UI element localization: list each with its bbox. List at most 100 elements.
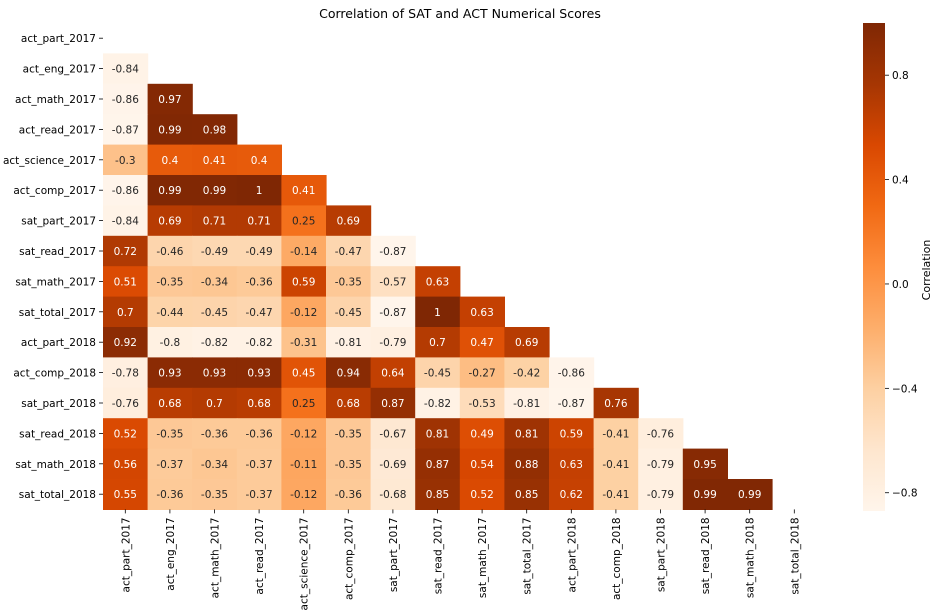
heatmap-cell-sat_read_2017-act_part_2017 (103, 235, 149, 267)
y-tick-label: act_part_2017 (21, 33, 96, 45)
heatmap-cell-sat_total_2018-sat_math_2017 (459, 479, 505, 510)
cell-value-label: 0.87 (426, 459, 449, 471)
heatmap-cell-sat_math_2018-sat_math_2017 (459, 448, 505, 480)
cell-value-label: 0.45 (292, 368, 315, 380)
cell-value-label: -0.47 (246, 307, 273, 319)
heatmap-cell-sat_math_2018-sat_read_2018 (682, 448, 728, 480)
heatmap-cell-act_comp_2017-act_eng_2017 (147, 175, 193, 206)
cell-value-label: -0.82 (424, 398, 451, 410)
heatmap-cell-sat_math_2017-act_eng_2017 (147, 266, 193, 298)
cell-value-label: 0.56 (114, 459, 138, 471)
cell-value-label: -0.34 (201, 459, 228, 471)
cell-value-label: 0.94 (337, 368, 361, 380)
heatmap-cell-act_comp_2018-act_eng_2017 (147, 357, 193, 389)
heatmap-cell-sat_part_2018-act_math_2017 (192, 387, 238, 419)
cell-value-label: -0.36 (246, 276, 273, 288)
heatmap-cell-sat_total_2018-sat_total_2017 (504, 479, 550, 510)
y-tick-label: act_science_2017 (3, 155, 96, 167)
y-tick-label: sat_math_2017 (15, 276, 96, 288)
heatmap-cell-sat_total_2017-act_eng_2017 (147, 296, 193, 328)
cell-value-label: 1 (256, 185, 263, 197)
heatmap-cell-sat_part_2017-act_part_2017 (103, 205, 149, 237)
y-tick-label: act_comp_2017 (13, 185, 96, 197)
cell-value-label: 0.93 (203, 368, 226, 380)
cell-value-label: 0.99 (158, 124, 181, 136)
y-tick-label: sat_part_2018 (21, 398, 96, 410)
x-tick-label: act_part_2018 (566, 517, 578, 592)
y-tick-label: sat_read_2017 (19, 246, 96, 258)
x-tick-label: sat_total_2017 (522, 517, 534, 594)
cell-value-label: 0.95 (693, 459, 716, 471)
heatmap-cell-sat_math_2018-act_eng_2017 (147, 448, 193, 480)
heatmap-cell-sat_part_2018-act_eng_2017 (147, 387, 193, 419)
heatmap-cell-sat_math_2017-act_read_2017 (236, 266, 282, 298)
colorbar-tick-label: 0.8 (892, 70, 909, 82)
cell-value-label: 0.99 (158, 185, 181, 197)
heatmap-cell-sat_total_2017-act_science_2017 (281, 296, 327, 328)
heatmap-cell-act_read_2017-act_math_2017 (192, 114, 238, 146)
cell-value-label: -0.41 (602, 459, 629, 471)
cell-value-label: 0.41 (292, 185, 315, 197)
heatmap-cell-sat_total_2017-sat_math_2017 (459, 296, 505, 328)
heatmap-cell-sat_read_2018-sat_part_2017 (370, 418, 416, 450)
heatmap-cell-sat_math_2017-act_science_2017 (281, 266, 327, 298)
heatmap-cell-sat_part_2018-act_read_2017 (236, 387, 282, 419)
heatmap-cell-sat_total_2017-act_read_2017 (236, 296, 282, 328)
cell-value-label: -0.87 (379, 307, 406, 319)
cell-value-label: 0.92 (114, 337, 137, 349)
cell-value-label: -0.36 (201, 428, 228, 440)
heatmap-cell-sat_total_2018-act_comp_2018 (593, 479, 639, 510)
cell-value-label: 0.52 (114, 428, 137, 440)
heatmap-cell-sat_total_2018-act_math_2017 (192, 479, 238, 510)
heatmap-cell-act_comp_2018-act_part_2018 (549, 357, 595, 389)
cell-value-label: -0.41 (602, 428, 629, 440)
heatmap-cell-act_part_2018-act_math_2017 (192, 327, 238, 358)
heatmap-cell-sat_part_2018-sat_part_2017 (370, 387, 416, 419)
cell-value-label: -0.67 (379, 428, 406, 440)
heatmap-cell-sat_read_2018-act_math_2017 (192, 418, 238, 450)
x-tick-label: sat_read_2017 (433, 517, 445, 594)
cell-value-label: -0.35 (335, 276, 362, 288)
cell-value-label: 0.71 (247, 216, 270, 228)
heatmap-cell-sat_read_2018-act_comp_2018 (593, 418, 639, 450)
y-tick-label: sat_total_2018 (19, 489, 96, 501)
cell-value-label: -0.27 (469, 368, 496, 380)
heatmap-cell-act_comp_2017-act_read_2017 (236, 175, 282, 206)
cell-value-label: 0.62 (560, 489, 583, 501)
cell-value-label: 0.41 (203, 155, 226, 167)
heatmap-cell-sat_read_2017-sat_part_2017 (370, 235, 416, 267)
heatmap-cell-act_comp_2018-act_math_2017 (192, 357, 238, 389)
heatmap-cell-sat_read_2017-act_math_2017 (192, 235, 238, 267)
heatmap-cell-act_comp_2018-act_comp_2017 (326, 357, 372, 389)
heatmap-cell-sat_math_2018-sat_total_2017 (504, 448, 550, 480)
cell-value-label: 0.68 (337, 398, 360, 410)
cell-value-label: 0.69 (158, 216, 181, 228)
colorbar: 0.8 0.4 0.0 −0.4 −0.8 (863, 23, 918, 511)
heatmap-cell-sat_part_2017-act_comp_2017 (326, 205, 372, 237)
cell-value-label: -0.86 (112, 185, 139, 197)
x-tick-label: sat_part_2018 (656, 517, 668, 592)
cell-value-label: -0.45 (424, 368, 451, 380)
heatmap-cell-sat_total_2018-act_read_2017 (236, 479, 282, 510)
heatmap-cells (103, 53, 773, 510)
heatmap-cell-act_comp_2018-act_read_2017 (236, 357, 282, 389)
heatmap-cell-act_part_2018-act_eng_2017 (147, 327, 193, 358)
cell-value-label: 0.99 (693, 489, 716, 501)
heatmap-cell-act_science_2017-act_eng_2017 (147, 144, 193, 176)
cell-value-label: -0.84 (112, 64, 139, 76)
x-tick-label: sat_part_2017 (388, 517, 400, 592)
cell-value-label: -0.86 (112, 94, 139, 106)
cell-value-label: 0.63 (426, 276, 449, 288)
heatmap-cell-act_part_2018-sat_math_2017 (459, 327, 505, 358)
cell-value-label: -0.79 (647, 459, 674, 471)
x-tick-label: sat_math_2017 (477, 517, 489, 598)
heatmap-cell-sat_read_2018-sat_total_2017 (504, 418, 550, 450)
cell-value-label: 0.7 (117, 307, 134, 319)
cell-value-label: -0.79 (647, 489, 674, 501)
cell-value-label: -0.35 (335, 428, 362, 440)
heatmap-cell-sat_part_2017-act_eng_2017 (147, 205, 193, 237)
cell-value-label: 0.25 (292, 398, 315, 410)
x-tick-label: sat_math_2018 (745, 517, 757, 598)
x-tick-label: act_math_2017 (210, 517, 222, 598)
